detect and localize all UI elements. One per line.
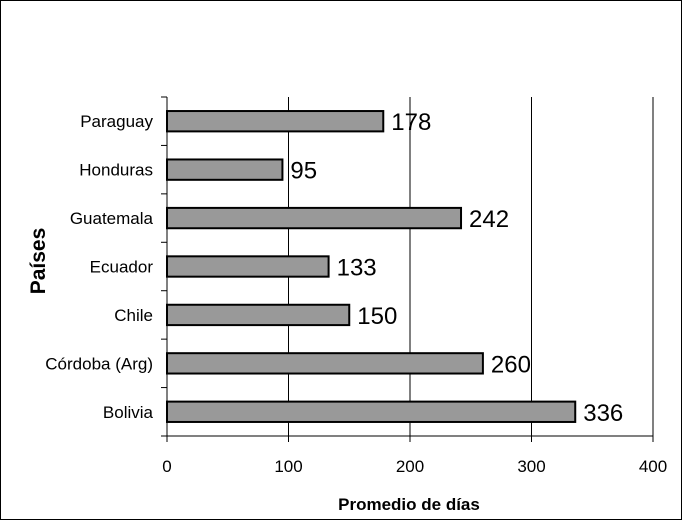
bar-4	[166, 303, 351, 327]
x-tick-label: 400	[639, 457, 667, 476]
x-tick-label: 300	[517, 457, 545, 476]
axes	[161, 96, 654, 442]
data-label: 95	[290, 158, 317, 185]
bar-6	[166, 400, 577, 423]
y-axis-title: Países	[27, 228, 50, 295]
x-tick-label: 0	[162, 457, 171, 476]
x-tick-labels: 0 100 200 300 400	[162, 457, 667, 476]
data-label: 150	[357, 303, 397, 330]
data-labels: 178 95 242 133 150 260 336	[290, 109, 623, 427]
category-label: Paraguay	[80, 112, 153, 131]
bar-5	[166, 352, 484, 375]
x-tick-label: 200	[396, 457, 424, 476]
bars	[166, 110, 577, 423]
x-axis-title: Promedio de días	[338, 495, 480, 514]
data-label: 336	[583, 400, 623, 427]
data-label: 260	[491, 351, 531, 378]
bar-2	[166, 206, 463, 230]
category-label: Bolivia	[103, 403, 154, 422]
data-label: 178	[391, 109, 431, 136]
bar-1	[166, 158, 284, 181]
category-label: Ecuador	[90, 258, 154, 277]
category-label: Guatemala	[70, 209, 154, 228]
x-tick-label: 100	[274, 457, 302, 476]
data-label: 133	[337, 255, 377, 282]
category-label: Chile	[114, 306, 153, 325]
bar-0	[166, 110, 385, 133]
category-label: Córdoba (Arg)	[45, 354, 153, 373]
bar-3	[166, 255, 330, 278]
category-labels: Paraguay Honduras Guatemala Ecuador Chile Cór…	[45, 112, 153, 422]
data-label: 242	[469, 206, 509, 233]
category-label: Honduras	[79, 161, 153, 180]
